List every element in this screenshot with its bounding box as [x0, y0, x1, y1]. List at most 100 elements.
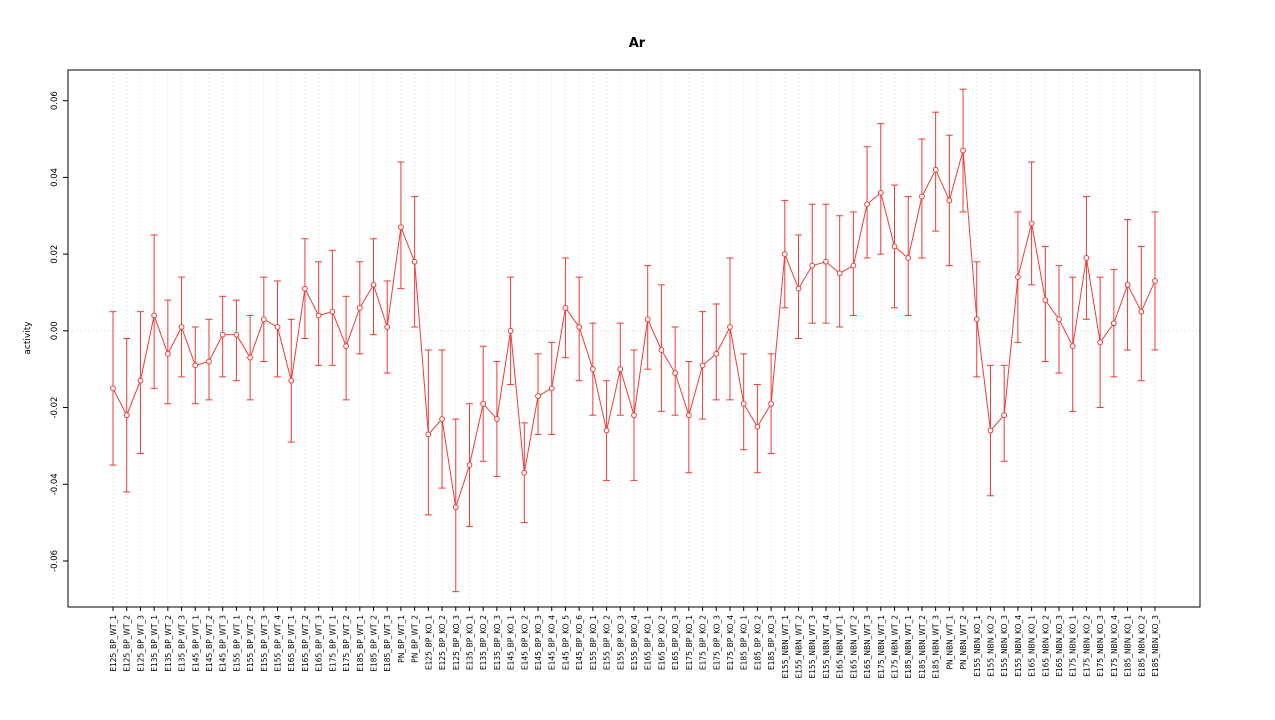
data-point	[219, 331, 226, 338]
data-point	[233, 331, 240, 338]
x-tick-label: E165_NBN_WT_3	[863, 615, 872, 679]
data-point	[151, 312, 158, 319]
x-tick-label: E125_BP_WT_1	[109, 615, 118, 672]
x-tick-label: E155_BP_WT_4	[274, 615, 283, 672]
x-tick-label: E185_BP_WT_3	[383, 615, 392, 672]
x-tick-label: E165_BP_KO_3	[671, 615, 680, 670]
data-point	[137, 377, 144, 384]
x-tick-label: E135_BP_WT_2	[164, 615, 173, 672]
x-tick-label: E155_NBN_KO_3	[1000, 615, 1009, 677]
data-point	[1028, 220, 1035, 227]
data-point	[192, 362, 199, 369]
data-point	[1014, 274, 1021, 281]
x-tick-label: E155_BP_WT_2	[246, 615, 255, 672]
x-tick-label: PN_BP_WT_2	[411, 615, 420, 663]
data-point	[1152, 278, 1158, 284]
x-tick-label: E175_NBN_WT_1	[877, 615, 886, 679]
data-point	[836, 270, 843, 277]
data-point	[850, 262, 857, 269]
data-point	[206, 358, 212, 365]
x-tick-label: E155_BP_KO_3	[616, 615, 625, 670]
y-tick-label: 0.06	[50, 91, 60, 110]
data-point	[603, 427, 610, 434]
x-tick-label: E145_BP_WT_2	[205, 615, 214, 672]
error-bars	[109, 88, 1159, 593]
data-point	[576, 324, 583, 330]
x-tick-label: E155_NBN_KO_2	[986, 615, 995, 677]
data-point	[110, 385, 116, 392]
data-point	[493, 416, 500, 422]
data-point	[178, 324, 185, 330]
data-point	[302, 285, 308, 292]
data-point	[343, 343, 349, 350]
data-point	[740, 400, 747, 407]
data-point	[795, 285, 802, 292]
x-tick-label: E125_BP_KO_3	[452, 615, 461, 670]
y-tick-label: 0.04	[50, 168, 60, 187]
x-tick-label: E165_BP_WT_2	[301, 615, 310, 672]
x-tick-label: E185_NBN_WT_2	[918, 615, 927, 679]
data-point	[932, 166, 939, 173]
data-point	[1042, 297, 1049, 304]
x-tick-label: E175_BP_KO_2	[699, 615, 708, 670]
y-tick-label: 0.00	[50, 321, 60, 340]
data-point	[288, 377, 295, 384]
data-point	[973, 316, 980, 323]
data-point	[1124, 281, 1131, 288]
data-point	[946, 197, 953, 204]
x-tick-label: E175_NBN_KO_4	[1110, 615, 1119, 677]
data-point	[562, 304, 569, 311]
data-point	[877, 189, 884, 196]
x-tick-label: E125_BP_KO_2	[438, 615, 447, 670]
x-tick-label: E145_BP_KO_1	[507, 615, 516, 670]
data-point	[439, 416, 445, 422]
data-point	[617, 366, 624, 373]
data-point	[535, 393, 541, 399]
data-point	[644, 316, 651, 323]
data-point	[685, 412, 692, 419]
x-tick-label: E165_NBN_WT_2	[849, 615, 858, 679]
data-points	[110, 147, 1158, 511]
x-tick-label: E155_BP_KO_1	[589, 615, 598, 670]
data-point	[987, 427, 994, 434]
x-tick-label: E165_NBN_KO_1	[1028, 615, 1037, 677]
x-tick-label: E135_BP_WT_1	[150, 615, 159, 672]
x-tick-label: E145_BP_KO_6	[575, 615, 584, 670]
x-tick-label: E185_NBN_KO_1	[1124, 615, 1133, 677]
x-tick-label: E155_NBN_WT_3	[808, 615, 817, 679]
x-tick-label: E145_BP_WT_1	[191, 615, 200, 672]
x-tick-label: E135_BP_WT_3	[178, 615, 187, 672]
x-tick-label: E155_NBN_KO_1	[973, 615, 982, 677]
x-tick-label: E165_BP_WT_1	[287, 615, 296, 672]
x-tick-label: PN_BP_WT_1	[397, 615, 406, 663]
x-tick-label: E145_BP_KO_3	[534, 615, 543, 670]
data-point	[1056, 316, 1062, 323]
data-point	[1001, 412, 1008, 419]
x-tick-label: E155_NBN_KO_4	[1014, 615, 1023, 677]
data-point	[329, 308, 336, 315]
data-point	[699, 362, 706, 369]
x-tick-label: E185_BP_WT_1	[356, 615, 365, 672]
x-tick-label: E155_NBN_WT_1	[781, 615, 790, 679]
x-tick-label: E175_BP_KO_3	[712, 615, 721, 670]
x-tick-label: E155_BP_WT_3	[260, 615, 269, 672]
x-tick-label: E165_NBN_WT_1	[836, 615, 845, 679]
grid-lines	[68, 70, 1200, 607]
data-point	[247, 354, 254, 361]
x-tick-label: E165_NBN_KO_2	[1041, 615, 1050, 677]
data-point	[1138, 308, 1145, 315]
x-tick-label: E175_NBN_KO_3	[1096, 615, 1105, 677]
y-tick-label: -0.06	[50, 550, 60, 572]
data-point	[631, 412, 637, 419]
data-point	[315, 312, 322, 319]
x-tick-label: E145_BP_WT_3	[219, 615, 228, 672]
data-point	[589, 366, 596, 373]
data-point	[713, 350, 720, 357]
data-point	[1083, 255, 1090, 261]
data-point	[1069, 343, 1076, 350]
data-point	[260, 316, 267, 323]
data-point	[384, 324, 391, 330]
x-tick-label: E135_BP_KO_1	[465, 615, 474, 670]
